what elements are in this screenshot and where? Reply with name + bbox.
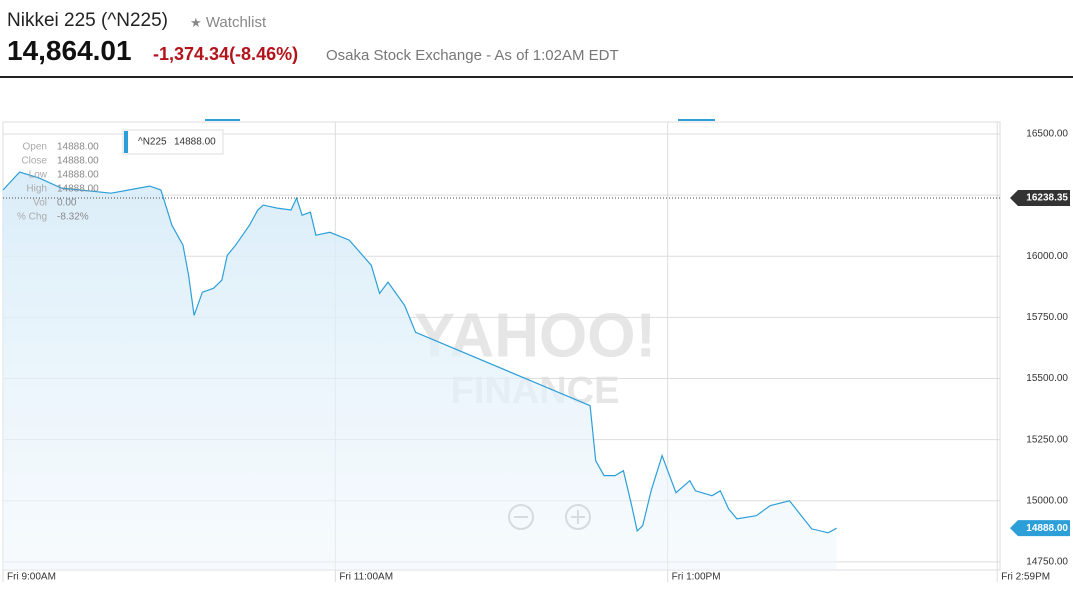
y-tick-label: 15000.00 (1026, 495, 1068, 506)
quote-header: Nikkei 225 (^N225) ★ Watchlist 14,864.01… (0, 0, 1073, 78)
y-tick-label: 15750.00 (1026, 312, 1068, 323)
watchlist-button[interactable]: ★ Watchlist (190, 14, 267, 31)
x-tick-label: Fri 2:59PM (1001, 572, 1050, 583)
legend-box (122, 129, 224, 155)
x-tick-label: Fri 1:00PM (672, 572, 721, 583)
change-value: -1,374.34 (153, 44, 230, 64)
y-tick-label: 16500.00 (1026, 129, 1068, 140)
tooltip-value: 14888.00 (57, 170, 99, 181)
tab[interactable] (678, 119, 715, 121)
tooltip-value: -8.32% (57, 212, 89, 223)
tooltip-value: 14888.00 (57, 156, 99, 167)
tooltip-value: 14888.00 (57, 142, 99, 153)
legend-value: 14888.00 (174, 137, 216, 148)
line (2, 171, 837, 534)
tab[interactable] (205, 119, 240, 121)
tooltip-label: Close (21, 156, 47, 167)
change-pct: (-8.46%) (229, 44, 299, 64)
watchlist-label[interactable]: Watchlist (205, 14, 267, 31)
exchange: Osaka Stock Exchange - As of 1:02AM EDT (326, 47, 619, 64)
x-tick-label: Fri 9:00AM (7, 572, 56, 583)
y-tick-label: 15250.00 (1026, 434, 1068, 445)
tooltip-label: Low (29, 170, 48, 181)
tooltip-value: 0.00 (57, 198, 77, 209)
last-label: 14888.00 (1026, 523, 1068, 534)
last-tag (1010, 520, 1070, 537)
change: -1,374.34(-8.46%) (153, 44, 298, 65)
quote-title: Nikkei 225 (^N225) (7, 10, 168, 31)
area (3, 172, 837, 570)
price: 14,864.01 (7, 35, 132, 66)
tooltip-label: High (26, 184, 47, 195)
legend-name: ^N225 (138, 137, 167, 148)
reference-tag (1010, 189, 1070, 206)
tooltip-label: Vol (33, 198, 47, 209)
reference-label: 16238.35 (1026, 193, 1068, 204)
legend-swatch (124, 131, 128, 153)
tooltip-value: 14888.00 (57, 184, 99, 195)
x-tick-label: Fri 11:00AM (339, 572, 393, 583)
y-tick-label: 16000.00 (1026, 251, 1068, 262)
y-tick-label: 14750.00 (1026, 557, 1068, 568)
y-tick-label: 15500.00 (1026, 373, 1068, 384)
tooltip-label: Open (23, 142, 47, 153)
tooltip-label: % Chg (17, 212, 47, 223)
